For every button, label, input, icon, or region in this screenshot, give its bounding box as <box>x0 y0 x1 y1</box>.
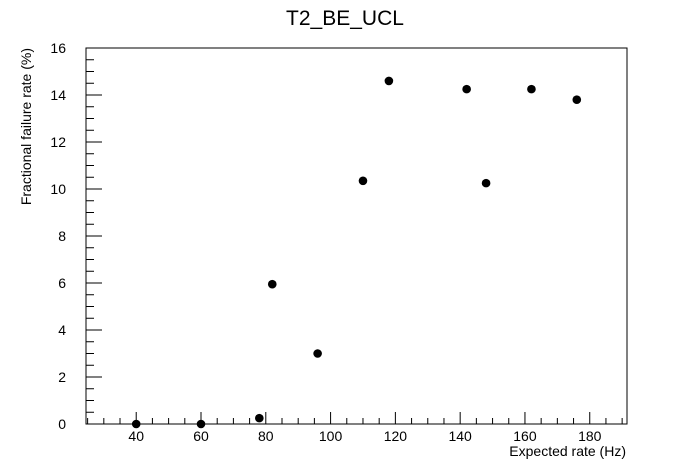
data-point <box>572 95 582 104</box>
x-tick-label: 60 <box>193 428 209 444</box>
x-tick-label: 40 <box>128 428 144 444</box>
data-point <box>481 178 491 188</box>
chart-title: T2_BE_UCL <box>286 7 404 30</box>
y-tick-label: 16 <box>50 40 66 56</box>
x-axis-ticks <box>87 412 623 424</box>
y-axis-tick-labels: 0 2 4 6 8 10 12 14 16 <box>50 40 66 432</box>
x-axis-tick-labels: 40 60 80 100 120 140 160 180 <box>128 428 601 444</box>
x-axis-label: Expected rate (Hz) <box>509 443 626 459</box>
y-tick-label: 14 <box>50 87 66 103</box>
data-point <box>462 84 471 94</box>
x-tick-label: 140 <box>448 428 472 444</box>
x-tick-label: 180 <box>578 428 602 444</box>
y-tick-label: 10 <box>50 181 66 197</box>
y-tick-label: 8 <box>58 228 66 244</box>
data-point <box>384 76 394 86</box>
y-axis-ticks <box>86 47 102 425</box>
data-point <box>527 84 536 94</box>
data-points <box>131 76 582 429</box>
y-tick-label: 12 <box>50 134 66 150</box>
data-point <box>196 419 206 429</box>
data-point <box>358 176 368 186</box>
y-axis-label: Fractional failure rate (%) <box>18 48 34 205</box>
x-tick-label: 160 <box>513 428 537 444</box>
data-point <box>131 419 141 429</box>
y-tick-label: 6 <box>58 275 66 291</box>
y-tick-label: 2 <box>58 369 66 385</box>
y-tick-label: 0 <box>58 416 66 432</box>
x-tick-label: 100 <box>319 428 343 444</box>
x-tick-label: 120 <box>384 428 408 444</box>
x-tick-label: 80 <box>258 428 274 444</box>
y-tick-label: 4 <box>58 322 66 338</box>
data-point <box>267 279 277 289</box>
data-point <box>313 349 322 358</box>
data-point <box>255 413 264 423</box>
